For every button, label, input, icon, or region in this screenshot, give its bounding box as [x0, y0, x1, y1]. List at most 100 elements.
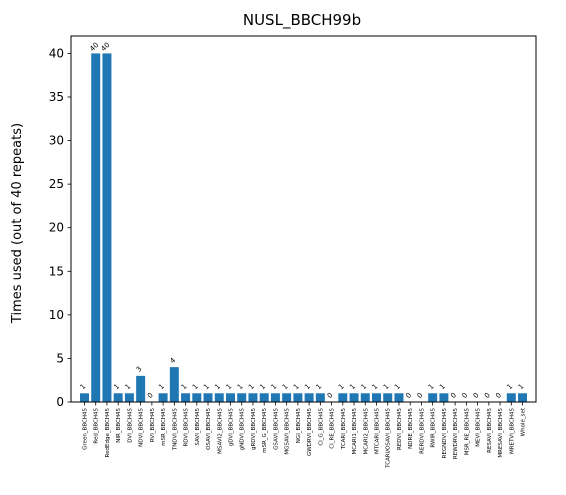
x-tick-label: RESAVI_BBCH45 [487, 407, 493, 452]
x-tick-label: gRDVI_BBCH45 [251, 408, 257, 451]
bar-data-label: 0 [146, 391, 155, 400]
x-tick-label: MSAVI2_BBCH45 [217, 408, 223, 454]
bar [383, 393, 393, 402]
x-tick-label: Red_BBCH45 [94, 408, 100, 444]
bar [169, 367, 179, 402]
x-tick-label: NIR_BBCH45 [116, 408, 122, 443]
bar [338, 393, 348, 402]
bar [214, 393, 224, 402]
x-tick-label: NGI_BBCH45 [296, 408, 302, 444]
x-tick-label: MEVI_BBCH45 [476, 408, 482, 447]
x-tick-label: RERDVI_BBCH45 [419, 408, 425, 454]
bar [349, 393, 359, 402]
bar-data-label: 1 [202, 382, 211, 391]
bar-data-label: 1 [393, 382, 402, 391]
x-tick-label: RedEdge_BBCH45 [105, 408, 111, 458]
bar-data-label: 1 [213, 382, 222, 391]
x-tick-label: RDVI_BBCH45 [184, 408, 190, 447]
bar-data-label: 1 [180, 382, 189, 391]
bar-data-label: 3 [135, 365, 144, 374]
x-tick-label: gDVI_BBCH45 [228, 408, 234, 447]
bar-data-label: 1 [371, 382, 380, 391]
bar [360, 393, 370, 402]
bar-data-label: 1 [382, 382, 391, 391]
x-tick-label: MCARI1_BBCH45 [352, 408, 358, 455]
x-tick-label: REGNDVI_BBCH45 [442, 408, 448, 459]
bar-data-label: 4 [169, 356, 178, 365]
x-tick-label: RVI_BBCH45 [150, 408, 156, 443]
bar-data-label: 1 [337, 382, 346, 391]
bar [506, 393, 516, 402]
bar-data-label: 1 [303, 382, 312, 391]
bar-data-label: 40 [100, 41, 112, 53]
bar [394, 393, 404, 402]
bar [282, 393, 292, 402]
x-tick-label: MGSAVI_BBCH45 [285, 408, 291, 455]
bar [293, 393, 303, 402]
bar [203, 393, 213, 402]
bar [248, 393, 258, 402]
bar-data-label: 1 [359, 382, 368, 391]
bar [259, 393, 269, 402]
y-tick-label: 25 [49, 177, 64, 191]
bar-data-label: 1 [281, 382, 290, 391]
x-tick-label: CI_G_BBCH45 [318, 408, 324, 446]
bar [102, 53, 112, 403]
x-tick-label: REDVI_BBCH45 [397, 408, 403, 450]
bar-data-label: 0 [483, 391, 492, 400]
bar-data-label: 0 [494, 391, 503, 400]
x-tick-label: Whole_set [521, 407, 527, 436]
y-tick-label: 0 [56, 395, 64, 409]
x-tick-label: MCARI2_BBCH45 [363, 408, 369, 455]
x-tick-label: NDVI_BBCH45 [139, 408, 145, 447]
bar [226, 393, 235, 402]
x-tick-label: CI_RE_BBCH45 [330, 408, 336, 449]
chart-title: NUSL_BBCH99b [243, 11, 361, 30]
bar-data-label: 0 [449, 391, 458, 400]
bar-data-label: 0 [326, 391, 335, 400]
x-tick-label: TCARI/OSAVI_BBCH45 [386, 408, 392, 469]
bar-data-label: 1 [517, 382, 526, 391]
bar-data-label: 1 [236, 382, 245, 391]
x-tick-label: MRETVI_BBCH45 [509, 408, 515, 454]
y-axis-label: Times used (out of 40 repeats) [10, 123, 25, 324]
bar-data-label: 1 [247, 382, 256, 391]
x-tick-label: mSR_BBCH45 [161, 408, 167, 446]
x-tick-label: OSAVI_BBCH45 [206, 408, 212, 450]
bar-data-label: 1 [112, 382, 121, 391]
plot-frame [70, 35, 537, 403]
x-tick-label: GWDRVI_BBCH45 [307, 408, 313, 457]
x-tick-label: MTCARI_BBCH45 [375, 408, 381, 455]
bar-data-label: 0 [472, 391, 481, 400]
bar-data-label: 1 [292, 382, 301, 391]
bar-data-label: 1 [270, 382, 279, 391]
x-tick-label: RWIR_BBCH45 [431, 408, 437, 448]
x-tick-label: Green_BBCH45 [82, 408, 88, 450]
x-axis-ticks: Green_BBCH45 Red_BBCH45 RedEdge_BBCH45 NIR_… [82, 402, 527, 469]
bar-data-label: 1 [505, 382, 514, 391]
x-tick-label: NDRE_BBCH45 [408, 408, 414, 449]
bar-data-label: 1 [348, 382, 357, 391]
bar-data-label: 0 [404, 391, 413, 400]
bar [113, 393, 123, 402]
bar-data-label: 1 [258, 382, 267, 391]
y-tick-label: 20 [49, 221, 64, 235]
y-axis-ticks: 0 5 10 15 20 25 30 35 40 [49, 46, 71, 409]
bar-data-label: 40 [88, 41, 100, 53]
bar-data-label: 1 [157, 382, 166, 391]
bar-data-label: 1 [79, 382, 88, 391]
bar [237, 393, 247, 402]
x-tick-label: GSAVI_BBCH45 [273, 408, 279, 450]
bar [181, 393, 191, 402]
bar [136, 375, 146, 402]
y-tick-label: 30 [49, 134, 64, 148]
y-tick-label: 40 [49, 46, 64, 60]
y-tick-label: 5 [56, 351, 64, 365]
y-tick-label: 10 [49, 308, 64, 322]
x-tick-label: gNDVI_BBCH45 [240, 408, 246, 451]
bar-data-label: 1 [124, 382, 133, 391]
bar [158, 393, 168, 402]
bar-data-label: 0 [416, 391, 425, 400]
